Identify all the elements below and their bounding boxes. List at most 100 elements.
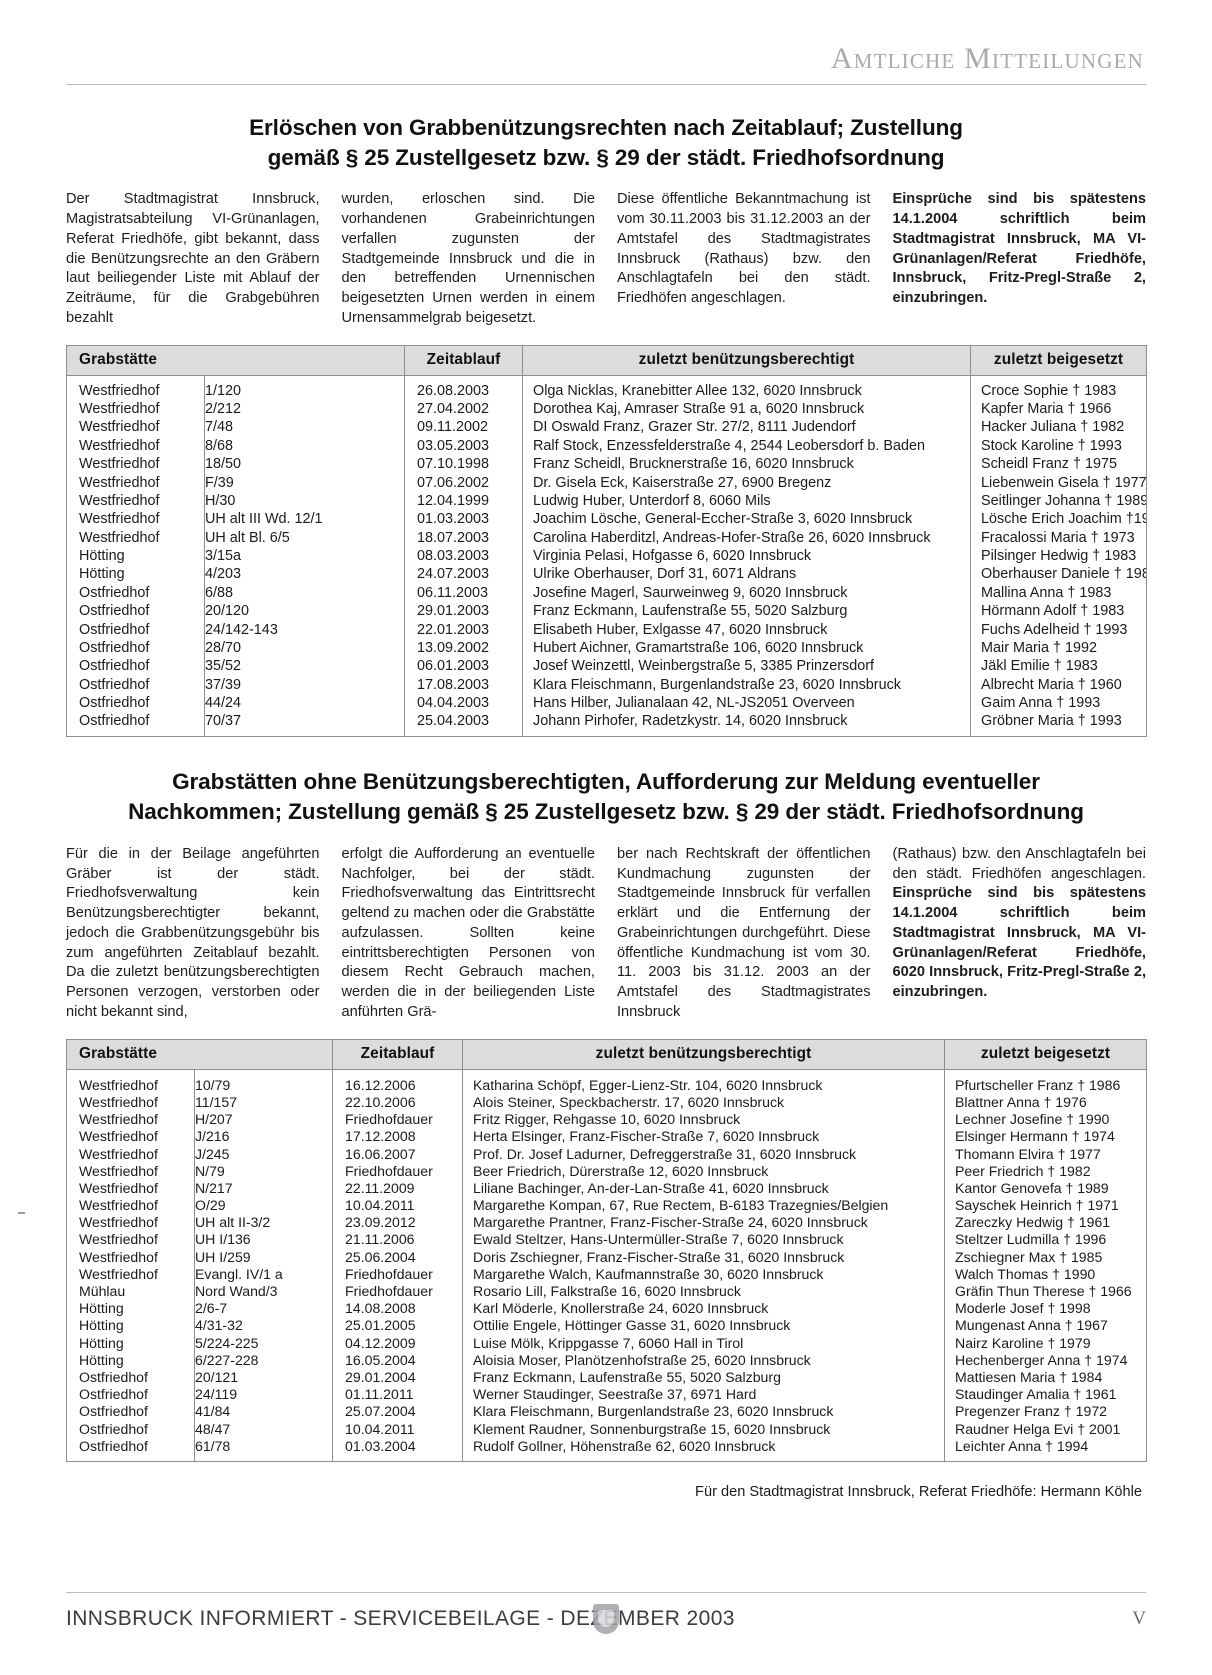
table2-header-buried: zuletzt beigesetzt [944,1039,1147,1070]
cell-site: Ostfriedhof [66,583,205,603]
cell-buried: Hacker Juliana † 1982 [981,419,1125,436]
masthead-divider [66,84,1146,85]
cell-plot: 6/88 [204,583,406,603]
cell-site: Westfriedhof [66,1248,195,1266]
section1-column-3-text: Diese öffentliche Bekanntmachung ist vom… [617,191,871,307]
cell-date: Friedhofdauer [332,1282,464,1300]
section2-column-3-text: ber nach Rechtskraft der öffentlichen Ku… [617,845,871,1020]
cell-person: Karl Möderle, Knollerstraße 24, 6020 Inn… [462,1299,946,1317]
cell-buried: Mallina Anna † 1983 [981,584,1112,601]
cell-site: Hötting [66,565,205,584]
cell-person: Dorothea Kaj, Amraser Straße 91 a, 6020 … [522,399,972,419]
cell-person: Franz Eckmann, Laufenstraße 55, 5020 Sal… [522,602,972,621]
cell-plot: N/217 [194,1179,334,1197]
cell-date: 12.04.1999 [404,491,524,511]
cell-site: Westfriedhof [66,399,205,419]
cell-site: Westfriedhof [66,1127,195,1145]
table-row: Westfriedhof UH alt III Wd. 12/1 01.03.200… [66,510,1147,529]
cell-person: Alois Steiner, Speckbacherstr. 17, 6020 … [462,1093,946,1111]
cell-date: 29.01.2004 [332,1368,464,1386]
table2-header-row: Grabstätte Zeitablauf zuletzt benützungs… [66,1039,1147,1070]
cell-site: Westfriedhof [66,1110,195,1128]
cell-date: 24.07.2003 [404,565,524,584]
cell-buried: Peer Friedrich † 1982 [955,1162,1091,1179]
cell-date: 04.04.2003 [404,693,524,713]
table-row: Westfriedhof UH I/259 25.06.2004 Doris Zsch… [66,1248,1147,1266]
cell-date: 06.11.2003 [404,583,524,603]
cell-person: Werner Staudinger, Seestraße 37, 6971 Ha… [462,1385,946,1403]
table-row: Ostfriedhof 20/120 29.01.2003 Franz Eckmann… [66,602,1147,621]
cell-buried: Oberhauser Daniele † 1983 [981,566,1147,583]
masthead: Amtliche Mitteilungen [66,0,1146,74]
table1-header-site: Grabstätte [66,345,406,376]
table-row: Westfriedhof 11/157 22.10.2006 Alois Steine… [66,1093,1147,1111]
cell-person: Fritz Rigger, Rehgasse 10, 6020 Innsbruc… [462,1110,946,1128]
cell-person: Klara Fleischmann, Burgenlandstraße 23, … [462,1402,946,1420]
cell-buried: Stock Karoline † 1993 [981,437,1122,454]
cell-site: Westfriedhof [66,1093,195,1111]
signature-line: Für den Stadtmagistrat Innsbruck, Refera… [695,1483,1142,1500]
table-row: Ostfriedhof 35/52 06.01.2003 Josef Weinzett… [66,657,1147,676]
cell-date: 06.01.2003 [404,657,524,676]
cell-plot: H/30 [204,491,406,511]
cell-plot: UH I/259 [194,1248,334,1266]
cell-buried: Kapfer Maria † 1966 [981,401,1112,418]
cell-buried: Gröbner Maria † 1993 [981,713,1122,730]
cell-date: 10.04.2011 [332,1419,464,1438]
cell-plot: H/207 [194,1110,334,1128]
grave-table-2: Grabstätte Zeitablauf zuletzt benützungs… [66,1038,1148,1462]
cell-buried: Liebenwein Gisela † 1977 [981,474,1147,491]
cell-date: 16.12.2006 [332,1069,464,1094]
cell-buried: Sayschek Heinrich † 1971 [955,1197,1119,1214]
cell-date: 25.01.2005 [332,1316,464,1334]
section1-column-4-text: Einsprüche sind bis spätestens 14.1.2004… [892,191,1147,307]
cell-date: 09.11.2002 [404,418,524,437]
cell-date: 04.12.2009 [332,1333,464,1352]
cell-plot: 70/37 [204,712,406,737]
table1-header-date: Zeitablauf [404,345,524,376]
cell-plot: 44/24 [204,693,406,713]
cell-site: Westfriedhof [66,510,205,529]
cell-person: Rosario Lill, Falkstraße 16, 6020 Innsbr… [462,1282,946,1300]
cell-site: Westfriedhof [66,1162,195,1180]
cell-person: Katharina Schöpf, Egger-Lienz-Str. 104, … [462,1069,946,1094]
cell-person: Luise Mölk, Krippgasse 7, 6060 Hall in T… [462,1333,946,1352]
cell-date: 23.09.2012 [332,1213,464,1231]
cell-person: Ewald Steltzer, Hans-Untermüller-Straße … [462,1230,946,1249]
table-row: Westfriedhof UH alt II-3/2 23.09.2012 Marga… [66,1213,1147,1231]
cell-plot: 11/157 [194,1093,334,1111]
cell-site: Ostfriedhof [66,657,205,676]
page-number: V [1132,1608,1146,1629]
section1-headline: Erlöschen von Grabbenützungsrechten nach… [66,113,1146,172]
table-row: Ostfriedhof 24/142-143 22.01.2003 Elisabeth… [66,620,1147,639]
cell-buried: Moderle Josef † 1998 [955,1300,1091,1317]
cell-date: 22.01.2003 [404,620,524,639]
table-row: Westfriedhof N/217 22.11.2009 Liliane Bachi… [66,1179,1147,1197]
cell-site: Ostfriedhof [66,1402,195,1420]
section2-column-4-plain: (Rathaus) bzw. den Anschlagtafeln bei de… [892,845,1147,882]
cell-date: 14.08.2008 [332,1299,464,1317]
cell-date: 26.08.2003 [404,375,524,400]
table-row: Westfriedhof 1/120 26.08.2003 Olga Nicklas,… [66,375,1147,400]
cell-site: Ostfriedhof [66,602,205,621]
cell-buried: Pregenzer Franz † 1972 [955,1403,1108,1420]
cell-buried: Seitlinger Johanna † 1989 [981,492,1147,509]
section1-column-2-text: wurden, erloschen sind. Die vorhandenen … [341,191,596,326]
cell-plot: 8/68 [204,436,406,456]
cell-buried: Albrecht Maria † 1960 [981,676,1122,693]
cell-plot: 41/84 [194,1402,334,1420]
cell-person: Rudolf Gollner, Höhenstraße 62, 6020 Inn… [462,1437,946,1462]
cell-buried: Croce Sophie † 1983 [981,382,1117,399]
cell-site: Westfriedhof [66,436,205,456]
cell-site: Westfriedhof [66,1144,195,1163]
cell-person: Liliane Bachinger, An-der-Lan-Straße 41,… [462,1179,946,1197]
section2-intro-columns: Für die in der Beilage angeführten Gräbe… [66,845,1146,1023]
table-row: Ostfriedhof 44/24 04.04.2003 Hans Hilber, J… [66,693,1147,713]
cell-plot: N/79 [194,1162,334,1180]
cell-plot: 20/120 [204,602,406,621]
cell-person: Franz Eckmann, Laufenstraße 55, 5020 Sal… [462,1368,946,1386]
cell-plot: J/245 [194,1144,334,1163]
cell-person: Josef Weinzettl, Weinbergstraße 5, 3385 … [522,657,972,676]
cell-buried: Jäkl Emilie † 1983 [981,658,1098,675]
section1-intro-columns: Der Stadtmagistrat Innsbruck, Magistrats… [66,190,1146,328]
